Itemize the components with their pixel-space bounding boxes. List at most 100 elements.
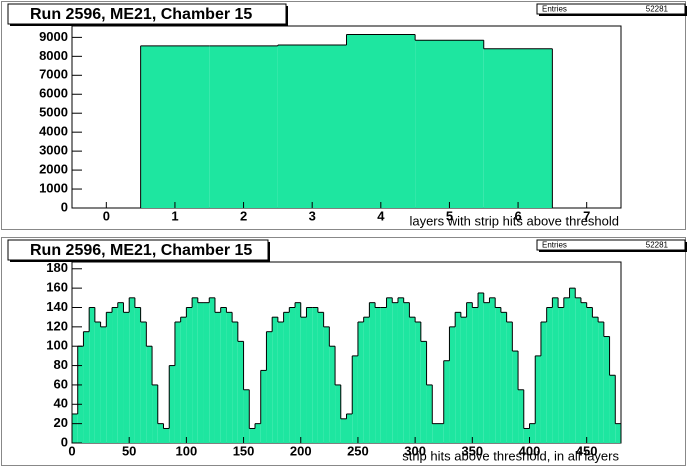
bar xyxy=(483,48,553,208)
bar xyxy=(523,428,530,443)
y-tick-label: 80 xyxy=(54,357,68,372)
bar xyxy=(420,341,427,443)
bar xyxy=(77,346,84,443)
chart-title: Run 2596, ME21, Chamber 15 xyxy=(30,6,252,23)
bar xyxy=(357,322,364,443)
bar xyxy=(392,302,398,443)
bar xyxy=(214,312,221,443)
y-tick-label: 8000 xyxy=(39,48,68,63)
bar xyxy=(340,418,347,443)
y-tick-label: 1000 xyxy=(39,180,68,195)
stats-value: 52281 xyxy=(646,241,669,250)
bar xyxy=(518,389,524,443)
bar xyxy=(289,307,296,443)
bar xyxy=(363,317,370,443)
bar xyxy=(403,302,410,443)
bar xyxy=(563,297,570,443)
y-tick-label: 0 xyxy=(61,434,68,449)
x-tick-label: 3 xyxy=(309,208,316,223)
bar xyxy=(152,384,158,443)
y-tick-label: 60 xyxy=(54,376,68,391)
bar xyxy=(237,341,244,443)
stats-label: Entries xyxy=(542,5,567,14)
x-tick-label: 7 xyxy=(583,208,590,223)
y-tick-label: 40 xyxy=(54,396,68,411)
x-tick-label: 200 xyxy=(290,443,312,458)
bar xyxy=(478,292,484,443)
bar xyxy=(163,428,170,443)
bar xyxy=(140,322,147,443)
bar xyxy=(203,302,210,443)
x-tick-label: 150 xyxy=(233,443,255,458)
stats-box xyxy=(536,239,686,251)
panel: 0 1000 2000 3000 4000 5000 6000 7000 8000 9000 0 1 2… xyxy=(1,1,687,230)
bar xyxy=(552,297,559,443)
y-tick-label: 0 xyxy=(61,199,68,214)
x-tick-label: 0 xyxy=(103,208,110,223)
bar xyxy=(312,307,318,443)
bar xyxy=(197,302,204,443)
bar xyxy=(535,355,541,443)
x-tick-label: 5 xyxy=(446,208,453,223)
bar xyxy=(306,307,313,443)
y-tick-label: 140 xyxy=(46,299,68,314)
bar xyxy=(369,302,376,443)
y-tick-label: 20 xyxy=(54,415,68,430)
y-tick-label: 160 xyxy=(46,280,68,295)
bar xyxy=(94,322,101,443)
x-tick-label: 2 xyxy=(240,208,247,223)
bar xyxy=(449,326,456,443)
bar xyxy=(209,45,278,208)
x-tick-label: 6 xyxy=(514,208,521,223)
bar xyxy=(169,365,175,443)
bar xyxy=(192,297,198,443)
bar xyxy=(495,307,501,443)
stats-label: Entries xyxy=(542,241,567,250)
bar xyxy=(512,351,519,443)
bar xyxy=(615,423,621,443)
bar xyxy=(140,45,210,208)
bar xyxy=(466,302,473,443)
bar xyxy=(592,317,599,443)
x-tick-label: 4 xyxy=(377,208,385,223)
bar xyxy=(277,322,284,443)
bar xyxy=(100,326,107,443)
bar xyxy=(317,312,324,443)
bar xyxy=(260,370,267,443)
bar xyxy=(489,297,496,443)
x-tick-label: 1 xyxy=(171,208,178,223)
bar xyxy=(112,307,118,443)
bar xyxy=(180,317,187,443)
bar xyxy=(272,317,278,443)
bar xyxy=(300,317,307,443)
bar xyxy=(89,307,95,443)
bar xyxy=(277,44,347,209)
bar xyxy=(603,336,610,443)
bar xyxy=(558,307,564,443)
bar xyxy=(134,307,141,443)
bar xyxy=(335,384,341,443)
bar xyxy=(506,322,513,443)
bar xyxy=(438,423,444,443)
y-tick-label: 5000 xyxy=(39,105,68,120)
chart-title: Run 2596, ME21, Chamber 15 xyxy=(30,242,252,259)
bar xyxy=(117,302,124,443)
bar xyxy=(375,307,381,443)
y-tick-label: 6000 xyxy=(39,86,68,101)
bar xyxy=(546,307,553,443)
bar xyxy=(157,423,164,443)
bar xyxy=(432,423,438,443)
bar xyxy=(123,312,130,443)
bar xyxy=(540,322,547,443)
bar xyxy=(249,428,255,443)
x-tick-label: 250 xyxy=(347,443,369,458)
plot-frame xyxy=(71,261,622,444)
x-tick-label: 0 xyxy=(68,443,75,458)
bar xyxy=(186,307,193,443)
bar xyxy=(472,307,479,443)
bar xyxy=(352,355,358,443)
bar xyxy=(609,375,616,443)
bar xyxy=(483,302,490,443)
y-tick-label: 2000 xyxy=(39,162,68,177)
